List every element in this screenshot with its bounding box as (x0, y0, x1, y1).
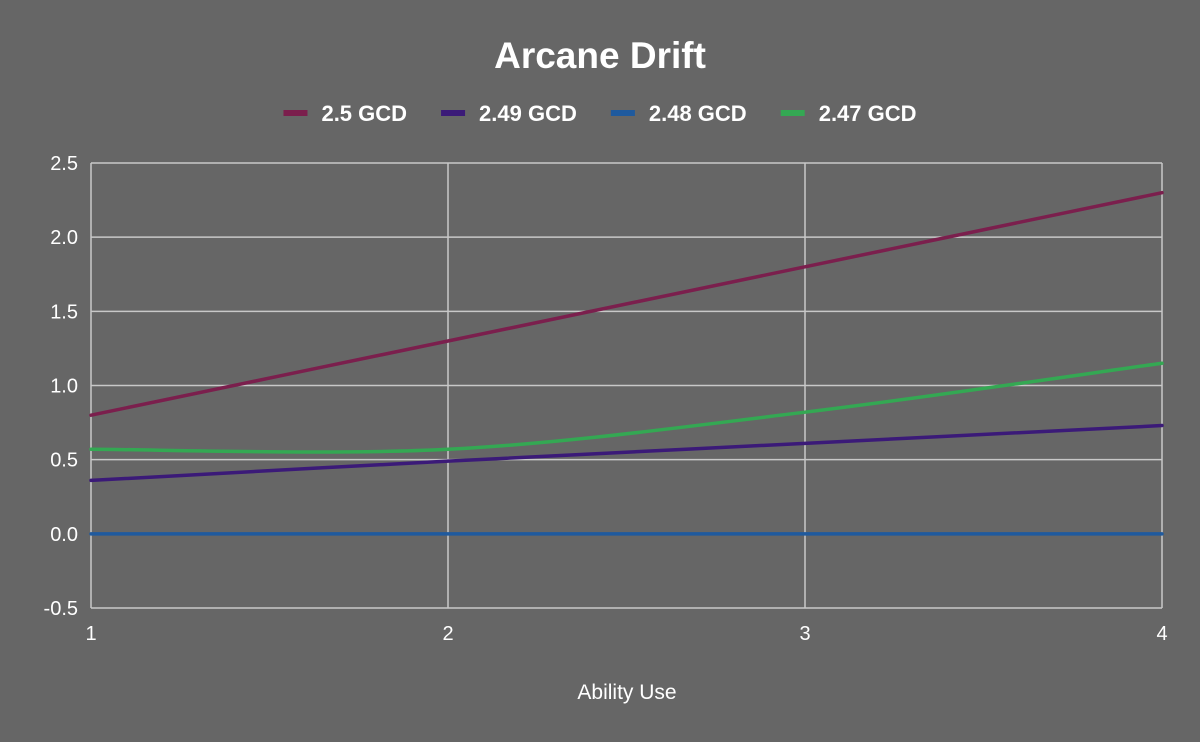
chart-title: Arcane Drift (494, 35, 706, 76)
series-lines (89, 190, 1164, 536)
x-tick-label: 2 (442, 623, 453, 645)
y-tick-label: -0.5 (44, 598, 78, 620)
legend-item: 2.49 GCD (441, 101, 577, 126)
x-tick-label: 4 (1156, 623, 1167, 645)
legend-label: 2.49 GCD (479, 101, 577, 126)
series-line-2-49-gcd (89, 423, 1164, 483)
legend: 2.5 GCD 2.49 GCD 2.48 GCD 2.47 GCD (283, 101, 917, 126)
legend-swatch (441, 110, 466, 116)
legend-item: 2.5 GCD (283, 101, 407, 126)
y-tick-label: 2.0 (50, 227, 78, 249)
y-tick-label: 0.0 (50, 524, 78, 546)
x-axis-ticks: 1 2 3 4 (85, 623, 1167, 645)
y-axis-ticks: -0.5 0.0 0.5 1.0 1.5 2.0 2.5 (44, 153, 78, 620)
x-axis-label: Ability Use (577, 681, 676, 704)
legend-label: 2.47 GCD (819, 101, 917, 126)
series-line-2-5-gcd (89, 190, 1164, 417)
legend-label: 2.48 GCD (649, 101, 747, 126)
x-tick-label: 3 (799, 623, 810, 645)
legend-swatch (283, 110, 308, 116)
y-tick-label: 2.5 (50, 153, 78, 175)
legend-item: 2.47 GCD (780, 101, 917, 126)
y-tick-label: 0.5 (50, 450, 78, 472)
legend-item: 2.48 GCD (610, 101, 747, 126)
legend-label: 2.5 GCD (321, 101, 407, 126)
y-tick-label: 1.5 (50, 301, 78, 323)
legend-swatch (780, 110, 805, 116)
y-tick-label: 1.0 (50, 376, 78, 398)
series-line-2-47-gcd (89, 361, 1164, 454)
legend-swatch (610, 110, 635, 116)
x-tick-label: 1 (85, 623, 96, 645)
